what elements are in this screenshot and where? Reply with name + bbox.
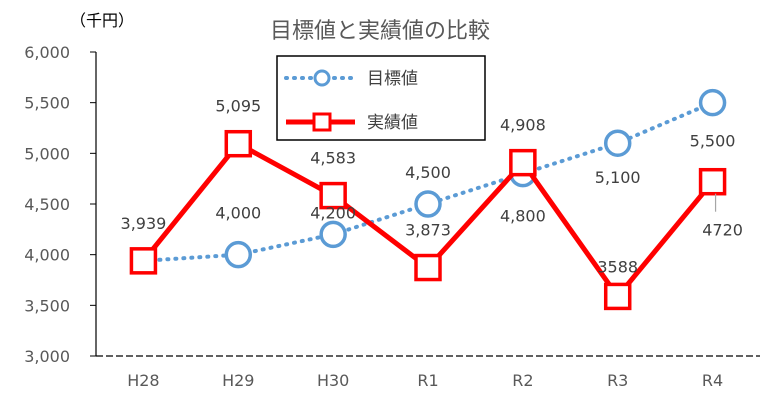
chart-title: 目標値と実績値の比較 <box>270 19 490 44</box>
y-tick-label: 6,000 <box>24 43 70 62</box>
target-data-label: 4,200 <box>310 203 356 222</box>
target-point <box>319 220 347 249</box>
y-tick-label: 3,000 <box>24 347 70 366</box>
target-point <box>224 240 253 269</box>
target-data-label: 4,800 <box>500 207 546 226</box>
actual-point <box>319 181 347 210</box>
axes: 3,000 3,500 4,000 4,500 5,000 5,500 6,000 H28 H2… <box>24 43 760 390</box>
actual-data-label: 4,908 <box>500 116 546 135</box>
y-tick-label: 4,500 <box>24 195 70 214</box>
legend-target-label: 目標値 <box>367 69 418 89</box>
actual-data-label: 4,583 <box>310 149 356 168</box>
target-data-label: 5,100 <box>595 168 641 187</box>
x-tick-label: R2 <box>512 371 533 390</box>
legend-box <box>276 55 486 141</box>
actual-series <box>129 129 727 311</box>
legend-actual-label: 実績値 <box>367 113 418 133</box>
actual-point <box>224 129 253 158</box>
legend: 目標値 実績値 <box>276 55 486 141</box>
target-data-label: 4,000 <box>215 204 261 223</box>
actual-point <box>414 253 442 282</box>
target-point <box>698 88 727 117</box>
target-data-label: 4,500 <box>405 163 451 182</box>
actual-data-label: 3,939 <box>121 214 167 233</box>
x-tick-label: R1 <box>417 371 438 390</box>
actual-point <box>509 148 537 177</box>
legend-actual-marker <box>312 112 332 132</box>
actual-data-label: 3,873 <box>405 221 451 240</box>
x-tick-label: R4 <box>702 371 723 390</box>
legend-target-marker <box>313 69 331 87</box>
target-data-label: 5,500 <box>690 132 736 151</box>
y-tick-label: 5,500 <box>24 94 70 113</box>
x-tick-label: R3 <box>607 371 628 390</box>
target-point <box>603 129 632 157</box>
actual-point <box>129 247 158 275</box>
unit-label: （千円） <box>70 11 134 30</box>
actual-point <box>698 167 727 196</box>
x-tick-label: H28 <box>127 371 159 390</box>
target-series <box>141 88 727 269</box>
y-tick-label: 4,000 <box>24 246 70 265</box>
x-tick-label: H30 <box>317 371 349 390</box>
x-tick-label: H29 <box>222 371 254 390</box>
actual-data-label: 5,095 <box>215 97 261 116</box>
actual-data-label: 3588 <box>597 257 638 276</box>
actual-point <box>603 282 632 311</box>
data-labels: 4,000 4,200 4,500 4,800 5,100 5,500 3,939 5,095… <box>121 97 743 277</box>
y-tick-label: 3,500 <box>24 296 70 315</box>
target-point <box>414 190 442 218</box>
actual-data-label: 4720 <box>702 221 743 240</box>
y-tick-label: 5,000 <box>24 144 70 163</box>
